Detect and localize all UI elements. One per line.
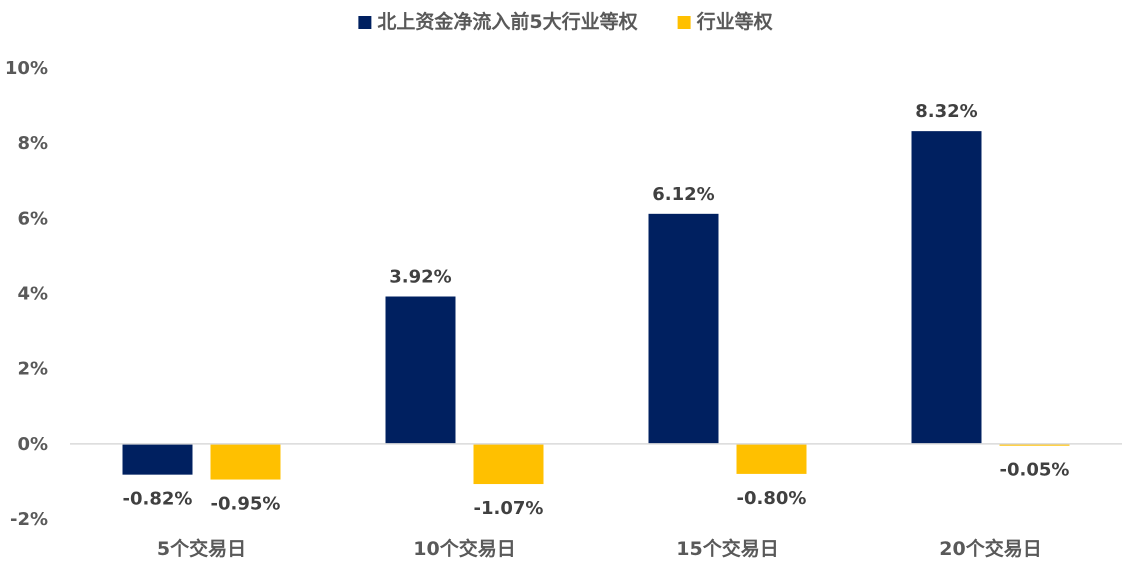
legend-item: 行业等权 (677, 10, 773, 33)
x-axis: 5个交易日 10个交易日 15个交易日 20个交易日 (157, 537, 1042, 560)
y-tick-label: 6% (17, 208, 48, 229)
bar-industry-equal-weight (473, 443, 544, 485)
bar-top5-industries (648, 213, 719, 444)
data-label: -0.05% (1000, 460, 1070, 481)
data-label: -0.82% (123, 489, 193, 510)
data-label: 8.32% (915, 101, 977, 122)
legend-swatch (358, 16, 372, 29)
data-label: -0.80% (737, 488, 807, 509)
y-tick-label: -2% (10, 509, 48, 530)
data-labels: -0.82% -0.95% 3.92% -1.07% 6.12% -0.80% 8.32% -… (123, 101, 1070, 519)
data-label: -1.07% (474, 498, 544, 519)
data-label: -0.95% (211, 494, 281, 515)
y-tick-label: 4% (17, 284, 48, 305)
y-tick-label: 2% (17, 359, 48, 380)
x-tick-label: 20个交易日 (939, 537, 1041, 560)
bar-industry-equal-weight (210, 443, 281, 480)
y-tick-label: 10% (5, 58, 48, 79)
legend-label: 北上资金净流入前5大行业等权 (377, 10, 637, 33)
bar-industry-equal-weight (999, 443, 1070, 446)
legend-swatch (677, 16, 691, 29)
bar-industry-equal-weight (736, 443, 807, 474)
bars (122, 131, 1070, 485)
bar-top5-industries (385, 296, 456, 444)
legend: 北上资金净流入前5大行业等权 行业等权 (358, 10, 773, 33)
y-tick-label: 8% (17, 133, 48, 154)
legend-label: 行业等权 (696, 10, 773, 33)
legend-item: 北上资金净流入前5大行业等权 (358, 10, 638, 33)
data-label: 3.92% (389, 267, 451, 288)
x-tick-label: 5个交易日 (157, 537, 246, 560)
bar-top5-industries (911, 131, 982, 444)
data-label: 6.12% (652, 184, 714, 205)
x-tick-label: 15个交易日 (676, 537, 778, 560)
y-axis: -2% 0% 2% 4% 6% 8% 10% (5, 58, 48, 530)
x-tick-label: 10个交易日 (413, 537, 515, 560)
y-tick-label: 0% (17, 434, 48, 455)
bar-top5-industries (122, 443, 193, 475)
